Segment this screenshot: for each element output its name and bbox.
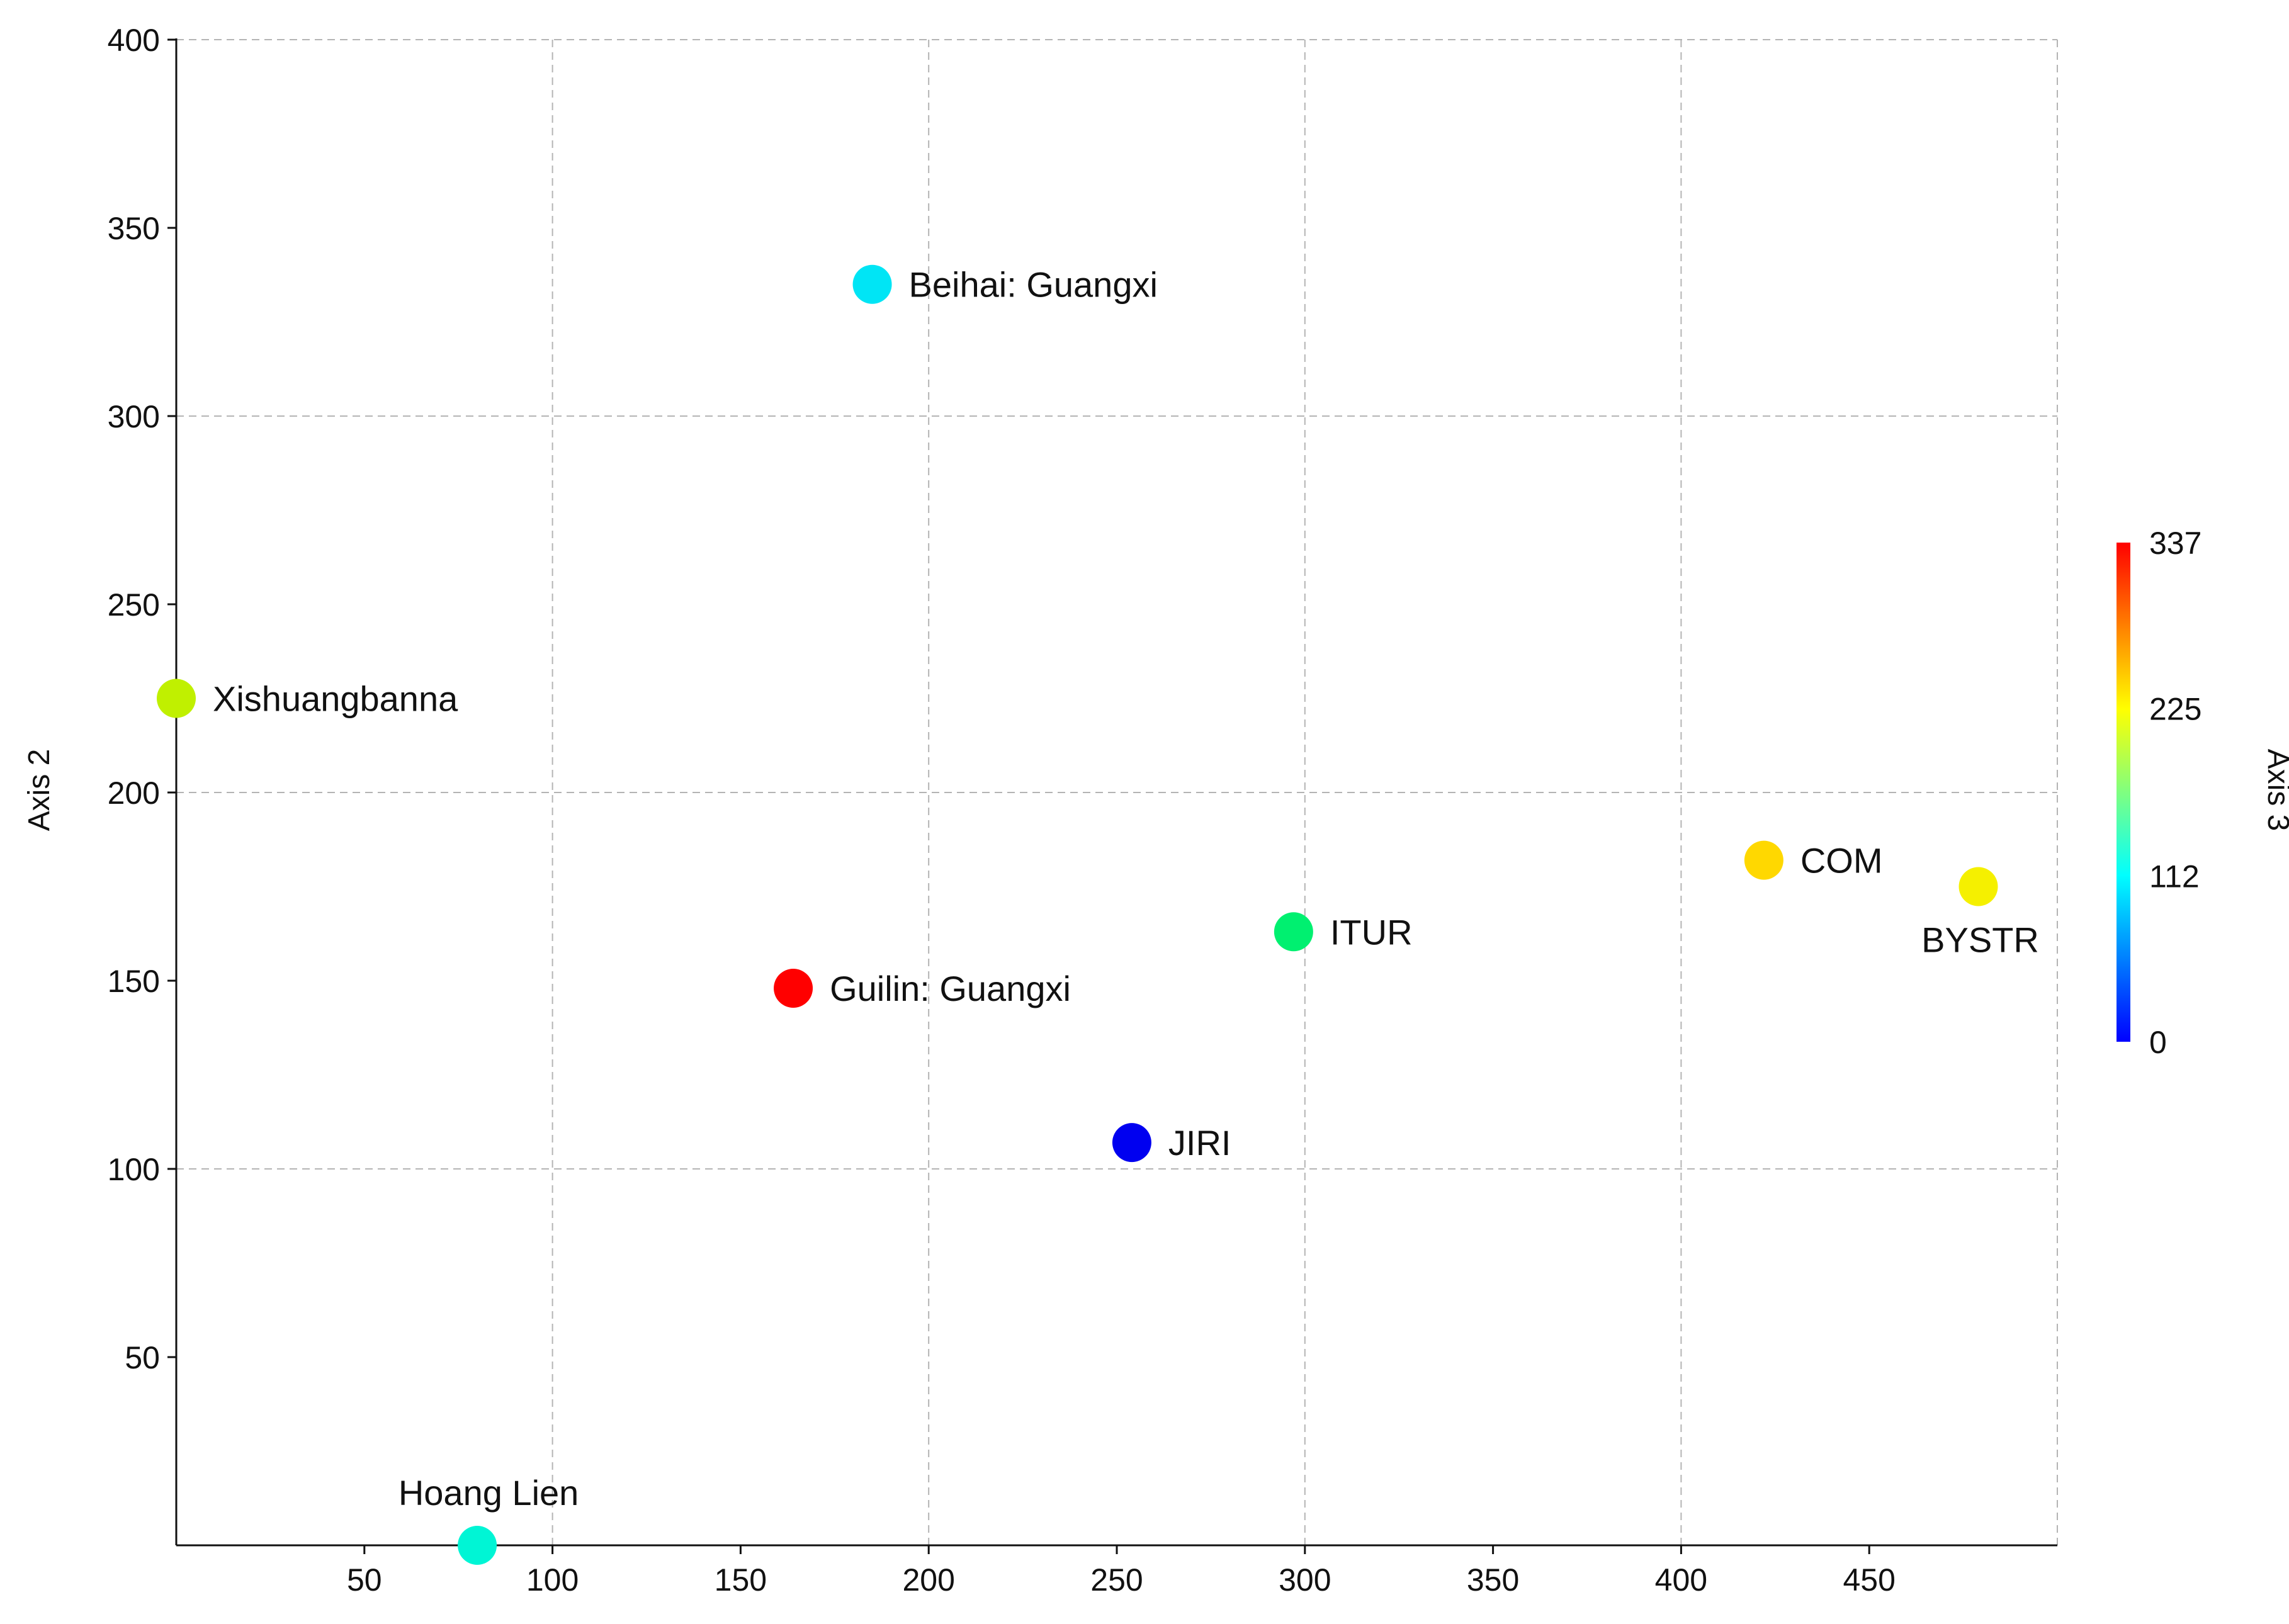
point-label: Guilin: Guangxi	[830, 969, 1071, 1008]
data-point	[774, 968, 813, 1008]
y-tick-label: 300	[108, 399, 160, 434]
x-tick-label: 250	[1090, 1562, 1143, 1598]
data-point	[1958, 867, 1998, 906]
y-tick-label: 350	[108, 211, 160, 246]
x-tick-label: 300	[1279, 1562, 1331, 1598]
data-point	[458, 1526, 497, 1565]
colorbar-gradient	[2117, 543, 2130, 1042]
point-label: ITUR	[1330, 912, 1413, 952]
axes: 50 100 150 200 250 300 350 400 450 50 100 150 200 250…	[108, 23, 2057, 1598]
data-points: Beihai: Guangxi Xishuangbanna COM BYSTR ITUR…	[157, 264, 2039, 1565]
data-point	[1274, 912, 1313, 952]
y-axis-label: Axis 2	[23, 749, 56, 832]
y-tick-label: 250	[108, 587, 160, 623]
colorbar-axis-label: Axis 3	[2261, 749, 2289, 832]
x-tick-label: 400	[1655, 1562, 1707, 1598]
point-label: Hoang Lien	[398, 1473, 579, 1513]
colorbar-tick-label: 0	[2149, 1025, 2167, 1060]
x-tick-label: 100	[526, 1562, 579, 1598]
x-tick-label: 450	[1843, 1562, 1895, 1598]
point-label: BYSTR	[1921, 920, 2039, 960]
x-tick-label: 50	[347, 1562, 382, 1598]
y-tick-label: 200	[108, 775, 160, 811]
y-tick-label: 50	[125, 1340, 160, 1375]
x-tick-label: 200	[902, 1562, 954, 1598]
point-label: Xishuangbanna	[213, 679, 458, 719]
point-label: Beihai: Guangxi	[909, 265, 1158, 305]
point-label: COM	[1800, 841, 1883, 881]
x-tick-label: 150	[715, 1562, 767, 1598]
y-tick-label: 100	[108, 1152, 160, 1187]
data-point	[1744, 840, 1783, 880]
data-point	[1112, 1123, 1151, 1163]
colorbar: 0 112 225 337	[2117, 526, 2201, 1060]
y-tick-label: 400	[108, 23, 160, 58]
colorbar-tick-label: 225	[2149, 692, 2201, 727]
colorbar-tick-label: 112	[2149, 859, 2200, 894]
x-tick-label: 350	[1467, 1562, 1519, 1598]
y-tick-label: 150	[108, 964, 160, 999]
data-point	[852, 264, 892, 304]
data-point	[157, 679, 196, 718]
colorbar-tick-label: 337	[2149, 526, 2201, 561]
point-label: JIRI	[1168, 1123, 1231, 1163]
grid	[176, 39, 2058, 1545]
